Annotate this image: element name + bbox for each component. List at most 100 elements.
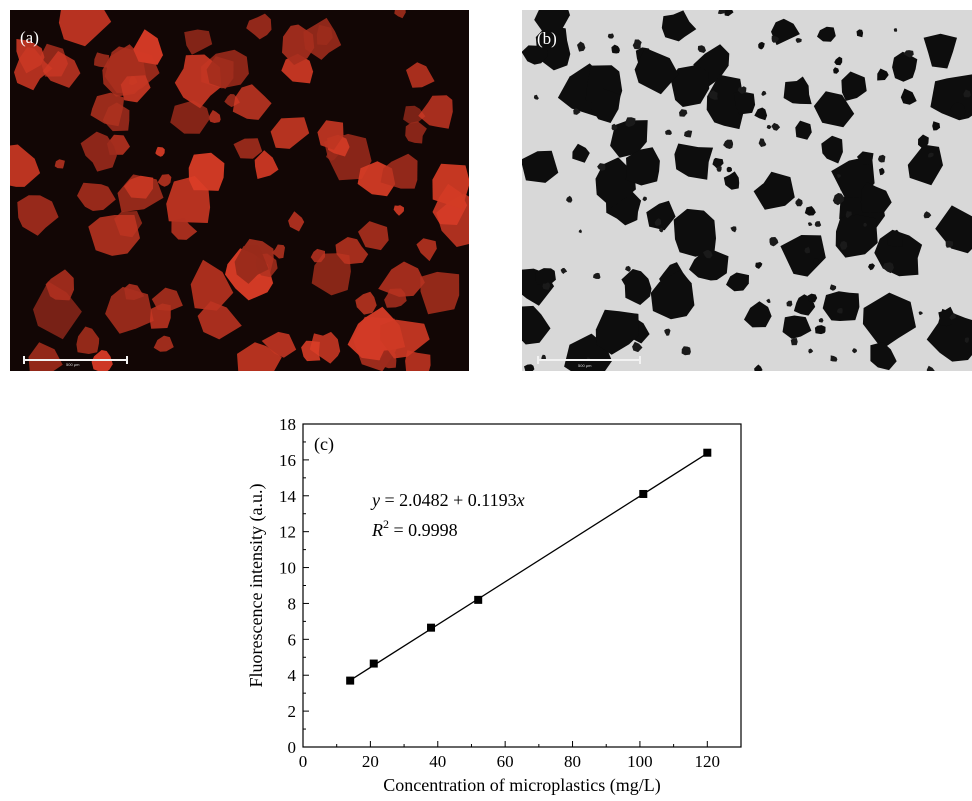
particle-fragment <box>625 265 631 272</box>
y-tick-label: 0 <box>288 738 297 757</box>
particle <box>54 159 65 169</box>
particle-fragment <box>945 240 953 248</box>
brightfield-micrograph <box>522 10 972 371</box>
particle <box>120 75 151 103</box>
particle <box>535 268 556 286</box>
particle <box>733 92 756 115</box>
particle <box>155 146 165 157</box>
particle <box>835 214 878 258</box>
particle-fragment <box>593 272 601 279</box>
particle <box>877 68 889 81</box>
particle <box>76 326 100 354</box>
particle-fragment <box>758 138 767 147</box>
particle <box>726 166 732 173</box>
particle-fragment <box>836 307 843 314</box>
particle-fragment <box>926 365 935 371</box>
particle <box>310 248 325 263</box>
fluorescence-micrograph-panel: (a) 500 μm <box>10 10 469 371</box>
particle-fragment <box>923 211 932 219</box>
particle-fragment <box>790 338 798 346</box>
particle <box>234 245 269 284</box>
particle <box>821 135 843 164</box>
particle <box>405 350 431 371</box>
r-squared: R2 = 0.9998 <box>371 517 458 540</box>
particle <box>712 157 724 169</box>
particle <box>206 56 234 89</box>
particle <box>795 120 812 140</box>
y-tick-label: 12 <box>279 523 296 542</box>
particle-fragment <box>723 139 734 149</box>
particle <box>860 181 892 213</box>
particle <box>190 259 234 311</box>
particle <box>232 84 272 120</box>
scale-bar <box>537 356 641 364</box>
particle-fragment <box>963 89 971 98</box>
y-tick-label: 8 <box>288 594 297 613</box>
particle <box>316 24 333 46</box>
particle <box>237 342 282 371</box>
particle <box>887 229 903 247</box>
particle-fragment <box>642 196 647 202</box>
x-tick-label: 60 <box>497 752 514 771</box>
particle <box>754 107 768 121</box>
particle-fragment <box>632 39 642 50</box>
data-point <box>427 623 436 632</box>
y-tick-label: 10 <box>279 559 296 578</box>
particle-fragment <box>607 33 614 39</box>
particle <box>841 71 867 101</box>
plot-frame <box>302 423 742 748</box>
particle <box>317 120 344 150</box>
particle-fragment <box>730 226 737 233</box>
particle <box>28 342 63 371</box>
particle-fragment <box>839 241 848 250</box>
particle <box>124 283 145 300</box>
particle <box>271 244 285 259</box>
particle <box>938 306 958 327</box>
particle <box>394 10 406 19</box>
particle <box>335 237 369 265</box>
particle <box>309 331 341 364</box>
particle <box>522 305 551 345</box>
particle <box>935 205 972 254</box>
particle-fragment <box>882 262 894 274</box>
particle <box>380 319 430 359</box>
particle <box>393 205 404 216</box>
particle <box>726 272 749 292</box>
particle <box>892 51 918 82</box>
particle-fragment <box>665 129 672 135</box>
particle-fragment <box>845 211 852 219</box>
particle-fragment <box>771 35 779 43</box>
particle-fragment <box>893 28 898 32</box>
particle <box>105 286 154 334</box>
particle <box>282 24 315 65</box>
particle-fragment <box>716 166 722 172</box>
particle <box>157 174 172 187</box>
particle-fragment <box>804 246 810 254</box>
particle <box>932 121 941 131</box>
particle <box>17 195 59 236</box>
particle <box>804 206 816 216</box>
particle <box>45 269 74 301</box>
scale-bar-label: 500 μm <box>578 363 592 368</box>
y-tick-label: 16 <box>279 451 296 470</box>
particle-fragment <box>771 122 781 131</box>
particle-fragment <box>852 348 857 354</box>
particle <box>522 150 559 183</box>
brightfield-micrograph-panel: (b) 500 μm <box>522 10 972 371</box>
particle <box>288 211 305 232</box>
particle-fragment <box>795 198 803 207</box>
scale-bar <box>23 356 128 364</box>
particle <box>355 291 377 315</box>
x-tick-label: 100 <box>627 752 653 771</box>
particle-fragment <box>611 123 618 131</box>
particle-fragment <box>766 298 771 303</box>
particle <box>782 315 812 339</box>
particle <box>595 309 639 355</box>
particle <box>754 364 763 371</box>
particle <box>420 271 460 315</box>
particle-fragment <box>697 45 706 53</box>
particle <box>534 10 570 35</box>
particle-fragment <box>832 193 845 206</box>
particle <box>261 331 297 358</box>
particle <box>58 10 112 47</box>
